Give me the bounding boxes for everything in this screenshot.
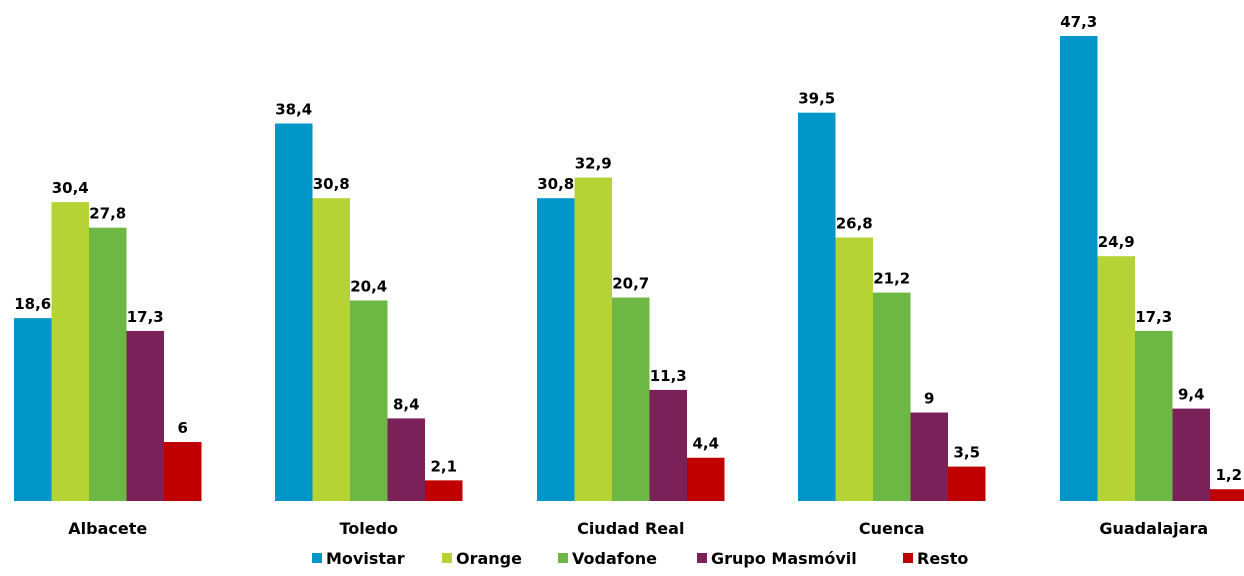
data-label-toledo-vodafone: 20,4 (350, 277, 387, 295)
data-label-guadalajara-vodafone: 17,3 (1135, 308, 1172, 326)
bar-albacete-resto (164, 442, 202, 501)
data-label-guadalajara-resto: 1,2 (1215, 466, 1242, 484)
bar-guadalajara-resto (1210, 489, 1244, 501)
bar-ciudad-real-grupo-masmovil (649, 389, 687, 501)
category-label-toledo: Toledo (339, 519, 398, 538)
data-label-ciudad-real-orange: 32,9 (575, 155, 612, 173)
data-label-cuenca-grupo-masmovil: 9 (924, 390, 934, 408)
category-label-cuenca: Cuenca (859, 519, 925, 538)
bar-toledo-resto (425, 480, 463, 501)
legend-swatch-orange (442, 553, 452, 563)
legend-label-vodafone: Vodafone (572, 549, 657, 568)
category-axis: Albacete Toledo Ciudad Real Cuenca Guadalaja… (68, 519, 1208, 538)
legend-swatch-movistar (312, 553, 322, 563)
bar-toledo-grupo-masmovil (387, 418, 425, 501)
bar-ciudad-real-orange (574, 177, 612, 501)
bar-toledo-orange (312, 198, 350, 502)
category-label-ciudad-real: Ciudad Real (577, 519, 684, 538)
bar-albacete-movistar (14, 318, 52, 501)
legend-label-orange: Orange (456, 549, 522, 568)
bar-toledo-movistar (275, 123, 313, 501)
data-label-albacete-orange: 30,4 (52, 179, 89, 197)
data-label-albacete-grupo-masmovil: 17,3 (127, 308, 164, 326)
data-label-toledo-resto: 2,1 (430, 457, 457, 475)
bar-ciudad-real-vodafone (612, 297, 650, 501)
bar-cuenca-vodafone (873, 292, 911, 501)
data-label-toledo-grupo-masmovil: 8,4 (393, 395, 420, 413)
bar-albacete-orange (51, 202, 89, 501)
data-label-guadalajara-grupo-masmovil: 9,4 (1178, 386, 1205, 404)
bar-cuenca-grupo-masmovil (910, 412, 948, 501)
bar-guadalajara-orange (1097, 256, 1135, 501)
bar-toledo-vodafone (350, 300, 388, 501)
data-label-albacete-movistar: 18,6 (14, 295, 51, 313)
data-label-guadalajara-movistar: 47,3 (1060, 13, 1097, 31)
data-label-albacete-vodafone: 27,8 (89, 205, 126, 223)
bar-cuenca-resto (948, 466, 986, 501)
bar-cuenca-movistar (798, 112, 836, 502)
data-label-cuenca-orange: 26,8 (836, 215, 873, 233)
data-label-toledo-movistar: 38,4 (275, 100, 312, 118)
legend-swatch-grupo-masmovil (697, 553, 707, 563)
legend-swatch-vodafone (558, 553, 568, 563)
data-label-cuenca-resto: 3,5 (953, 444, 980, 462)
category-label-albacete: Albacete (68, 519, 147, 538)
bars-layer (14, 36, 1244, 502)
data-label-cuenca-movistar: 39,5 (798, 90, 835, 108)
legend-swatch-resto (903, 553, 913, 563)
data-label-cuenca-vodafone: 21,2 (873, 270, 910, 288)
legend-label-resto: Resto (917, 549, 968, 568)
data-label-guadalajara-orange: 24,9 (1098, 233, 1135, 251)
bar-guadalajara-grupo-masmovil (1172, 408, 1210, 501)
bar-ciudad-real-resto (687, 457, 725, 501)
bar-guadalajara-vodafone (1135, 330, 1173, 501)
bar-albacete-vodafone (89, 227, 127, 501)
data-label-albacete-resto: 6 (178, 419, 188, 437)
data-label-ciudad-real-resto: 4,4 (692, 435, 719, 453)
category-label-guadalajara: Guadalajara (1099, 519, 1208, 538)
data-label-toledo-orange: 30,8 (313, 175, 350, 193)
legend: Movistar Orange Vodafone Grupo Masmóvil Rest… (312, 549, 968, 568)
legend-label-movistar: Movistar (326, 549, 405, 568)
data-labels-layer: 18,630,427,817,3638,430,820,48,42,130,83… (14, 13, 1242, 484)
legend-label-grupo-masmovil: Grupo Masmóvil (711, 549, 857, 568)
bar-albacete-grupo-masmovil (126, 330, 164, 501)
data-label-ciudad-real-grupo-masmovil: 11,3 (650, 367, 687, 385)
data-label-ciudad-real-vodafone: 20,7 (612, 275, 649, 293)
bar-ciudad-real-movistar (537, 198, 575, 502)
bar-guadalajara-movistar (1060, 36, 1098, 501)
data-label-ciudad-real-movistar: 30,8 (537, 175, 574, 193)
bar-cuenca-orange (835, 237, 873, 501)
